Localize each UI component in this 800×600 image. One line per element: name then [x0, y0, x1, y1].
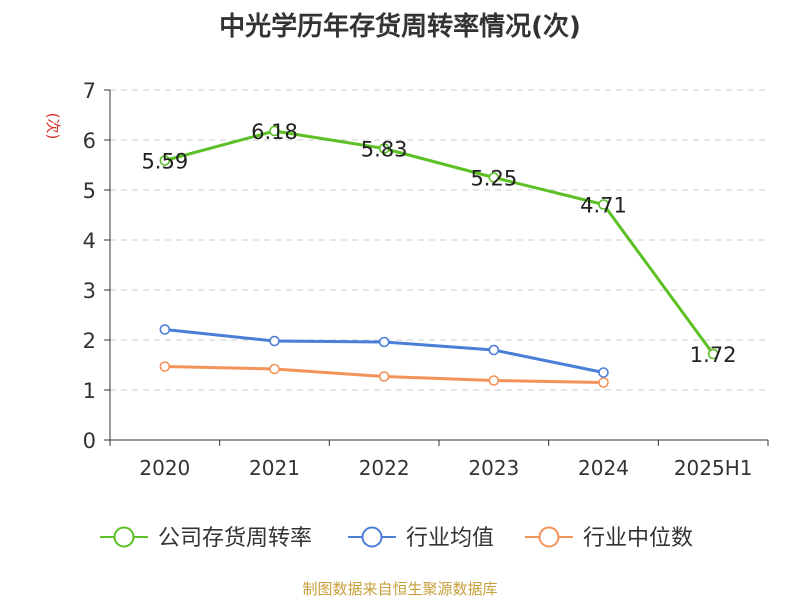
data-point [269, 125, 280, 137]
data-label: 5.25 [470, 167, 517, 191]
data-point [159, 361, 171, 372]
y-tick-label: 5 [83, 179, 96, 203]
data-point [269, 335, 280, 347]
y-tick-label: 0 [83, 429, 96, 453]
x-tick-label: 2023 [468, 456, 519, 480]
data-point [378, 371, 390, 382]
data-point [378, 336, 390, 348]
data-point [598, 367, 609, 378]
series-line [164, 129, 715, 355]
x-tick-label: 2020 [139, 456, 190, 480]
x-tick-label: 2022 [359, 456, 410, 480]
legend: 公司存货周转率 行业均值 行业中位数 [100, 526, 693, 551]
y-tick-label: 6 [83, 129, 96, 153]
x-tick-label: 2024 [578, 456, 629, 480]
legend-label: 行业中位数 [583, 526, 693, 551]
data-point [488, 375, 500, 386]
data-point [707, 348, 719, 360]
x-tick-label: 2025H1 [674, 456, 753, 480]
data-point [269, 363, 280, 375]
data-label: 4.71 [580, 194, 627, 218]
data-point [159, 324, 171, 335]
legend-marker [361, 526, 383, 548]
data-label: 5.59 [141, 150, 188, 174]
x-tick-label: 2021 [249, 456, 300, 480]
data-point [488, 172, 500, 183]
legend-marker [113, 526, 135, 548]
data-point [159, 155, 171, 166]
series-lines [159, 125, 719, 388]
legend-label: 公司存货周转率 [158, 526, 312, 551]
y-tick-label: 1 [83, 379, 96, 403]
data-point [378, 143, 390, 154]
y-tick-label: 7 [83, 79, 96, 103]
data-label: 5.83 [361, 138, 408, 162]
data-point [598, 377, 609, 388]
data-label: 6.18 [251, 120, 298, 144]
y-tick-label: 3 [83, 279, 96, 303]
data-point [488, 344, 500, 356]
data-label: 1.72 [690, 343, 737, 367]
data-point [598, 199, 609, 210]
chart-title: 中光学历年存货周转率情况(次) [219, 12, 581, 42]
y-tick-label: 4 [83, 229, 96, 253]
source-note: 制图数据来自恒生聚源数据库 [302, 580, 498, 598]
legend-label: 行业均值 [406, 526, 494, 551]
legend-marker [538, 526, 560, 548]
series-line [164, 328, 604, 374]
data-labels: 5.59 6.18 5.83 5.25 4.71 1.72 [141, 120, 736, 367]
y-axis-label: (次) [44, 113, 62, 140]
y-tick-label: 2 [83, 329, 96, 353]
axes: 0 1 2 3 4 5 6 7 2020 2021 2022 2023 2024 2025H1 (次) [44, 79, 769, 480]
